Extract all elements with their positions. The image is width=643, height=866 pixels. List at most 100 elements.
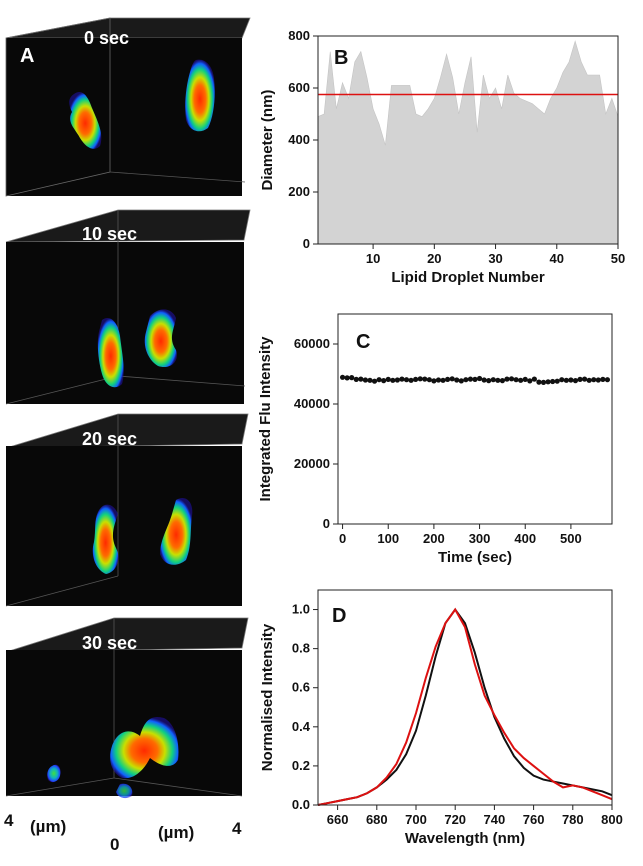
droplet-blob bbox=[110, 716, 179, 779]
data-point bbox=[495, 377, 501, 383]
data-point bbox=[504, 376, 510, 382]
data-point bbox=[349, 375, 355, 381]
y-tick-label: 0.2 bbox=[292, 758, 310, 773]
data-point bbox=[540, 379, 547, 385]
data-point bbox=[371, 378, 378, 384]
data-point bbox=[513, 377, 519, 383]
data-point bbox=[381, 378, 387, 384]
plot-frame bbox=[337, 313, 613, 525]
chart-d: 660 680 700 720 740 760 780 800 0.0 0.2 0.4 0.6 0.8 1… bbox=[259, 589, 623, 847]
panel-label: B bbox=[334, 47, 348, 69]
data-point bbox=[445, 376, 451, 382]
data-point bbox=[591, 377, 597, 383]
x-tick-label: 100 bbox=[377, 531, 399, 546]
volume-cube-30s: 30 sec bbox=[5, 617, 249, 799]
plot-frame bbox=[317, 589, 613, 806]
x-axis-title: Time (sec) bbox=[438, 549, 512, 566]
axis-tick-0: 0 bbox=[110, 835, 119, 854]
x-tick-label: 780 bbox=[562, 812, 584, 827]
data-point bbox=[431, 378, 437, 384]
data-point bbox=[604, 377, 611, 383]
data-point bbox=[435, 377, 442, 383]
data-point bbox=[572, 378, 579, 384]
data-point bbox=[531, 376, 537, 382]
panel-label: C bbox=[356, 331, 370, 353]
x-tick-label: 300 bbox=[469, 531, 491, 546]
timepoint-label: 10 sec bbox=[82, 224, 137, 244]
data-point bbox=[458, 378, 464, 384]
x-tick-label: 10 bbox=[366, 251, 380, 266]
data-point bbox=[426, 377, 432, 383]
x-tick-label: 800 bbox=[601, 812, 623, 827]
chart-b: 10 20 30 40 50 0 200 400 600 800 Lipid Droplet Num… bbox=[259, 28, 625, 286]
y-tick-label: 200 bbox=[288, 184, 310, 199]
droplet-blob bbox=[160, 497, 193, 565]
data-point bbox=[403, 377, 410, 383]
data-point bbox=[582, 376, 588, 382]
data-point bbox=[390, 377, 396, 383]
volume-cube-10s: 10 sec bbox=[5, 209, 251, 405]
data-point bbox=[600, 376, 606, 382]
data-point bbox=[344, 375, 350, 381]
droplet-blob bbox=[47, 764, 61, 783]
data-point bbox=[413, 376, 419, 382]
x-tick-label: 680 bbox=[366, 812, 388, 827]
chart-c: 0 100 200 300 400 500 0 20000 40000 60000 Time (se… bbox=[257, 313, 613, 566]
data-point bbox=[399, 376, 405, 382]
y-tick-label: 600 bbox=[288, 80, 310, 95]
data-point bbox=[554, 378, 560, 384]
data-point bbox=[385, 376, 391, 382]
axis-unit-right: (µm) bbox=[158, 823, 194, 842]
data-point bbox=[481, 377, 487, 383]
x-tick-label: 400 bbox=[514, 531, 536, 546]
x-tick-label: 700 bbox=[405, 812, 427, 827]
droplet-blob bbox=[92, 504, 119, 574]
data-point bbox=[490, 377, 496, 383]
data-point bbox=[536, 379, 542, 385]
data-point bbox=[376, 377, 382, 383]
data-point bbox=[394, 377, 400, 383]
y-tick-label: 60000 bbox=[294, 336, 330, 351]
series-line-black bbox=[317, 607, 613, 806]
data-point bbox=[545, 379, 551, 385]
data-point bbox=[408, 377, 414, 383]
x-tick-label: 760 bbox=[523, 812, 545, 827]
data-point bbox=[472, 376, 478, 382]
x-tick-label: 30 bbox=[488, 251, 502, 266]
data-point bbox=[586, 377, 592, 383]
data-point bbox=[353, 376, 359, 382]
droplet-blob bbox=[69, 91, 102, 149]
y-tick-label: 0.4 bbox=[292, 719, 311, 734]
y-tick-label: 20000 bbox=[294, 456, 330, 471]
timepoint-label: 0 sec bbox=[84, 28, 129, 48]
y-tick-label: 0 bbox=[323, 516, 330, 531]
data-point bbox=[559, 377, 565, 383]
y-tick-label: 0 bbox=[303, 236, 310, 251]
data-point bbox=[568, 377, 574, 383]
data-point bbox=[339, 374, 346, 380]
data-point bbox=[563, 377, 569, 383]
x-axis-title: Wavelength (nm) bbox=[405, 830, 525, 847]
y-axis-title: Diameter (nm) bbox=[259, 90, 276, 191]
axis-tick-4-left: 4 bbox=[4, 811, 14, 830]
data-point bbox=[463, 377, 469, 383]
volume-cube-0s: A 0 sec bbox=[5, 17, 251, 197]
y-axis-title: Integrated Flu Intensity bbox=[257, 336, 274, 502]
data-point bbox=[449, 376, 455, 382]
y-tick-label: 400 bbox=[288, 132, 310, 147]
data-point bbox=[486, 378, 492, 384]
x-tick-label: 50 bbox=[611, 251, 625, 266]
data-point bbox=[362, 377, 368, 383]
x-tick-label: 40 bbox=[550, 251, 564, 266]
diameter-area bbox=[317, 40, 619, 245]
x-tick-label: 500 bbox=[560, 531, 582, 546]
data-point bbox=[454, 377, 460, 383]
y-tick-label: 0.8 bbox=[292, 641, 310, 656]
data-point bbox=[527, 378, 533, 384]
data-point bbox=[595, 377, 601, 383]
droplet-blob bbox=[144, 309, 177, 368]
y-tick-label: 1.0 bbox=[292, 602, 310, 617]
data-point bbox=[577, 376, 583, 382]
panel-a: A 0 sec 10 sec 20 sec bbox=[4, 17, 251, 854]
